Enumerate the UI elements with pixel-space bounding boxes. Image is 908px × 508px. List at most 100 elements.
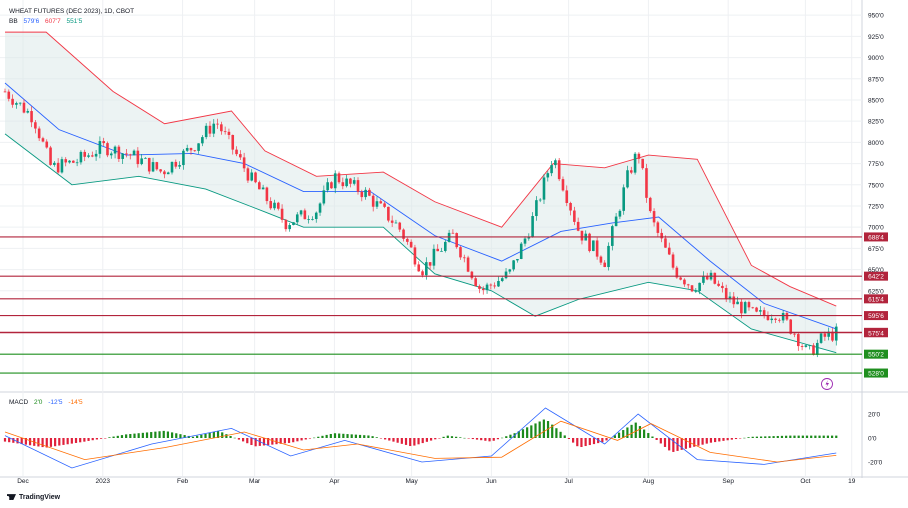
macd-histogram-bar (484, 438, 487, 441)
candle-body (292, 222, 295, 226)
time-tick-label: Sep (722, 478, 734, 485)
level-badge (864, 349, 888, 359)
candle-body (53, 162, 56, 165)
candle-body (193, 150, 197, 152)
candle-body (56, 162, 60, 173)
candle-body (713, 272, 717, 284)
macd-histogram-bar (237, 438, 241, 440)
macd-histogram-bar (592, 438, 596, 445)
candle-body (504, 271, 508, 279)
macd-line (4, 407, 837, 469)
macd-histogram-bar (434, 438, 437, 440)
candle-body (402, 229, 405, 239)
candle-body (637, 153, 641, 159)
candle-body (622, 187, 626, 211)
candle-body (629, 170, 633, 173)
candle-body (667, 247, 671, 255)
macd-histogram-bar (79, 438, 82, 443)
macd-histogram-bar (450, 436, 454, 438)
macd-histogram-bar (12, 438, 15, 443)
symbol-legend[interactable]: WHEAT FUTURES (DEC 2023), 1D, CBOT (9, 7, 138, 16)
price-tick-label: 775'0 (868, 161, 884, 168)
candle-body (330, 182, 333, 189)
candle-body (531, 216, 534, 238)
macd-histogram-bar (400, 438, 403, 444)
candle-body (793, 333, 796, 335)
candle-body (698, 282, 701, 291)
macd-histogram-bar (396, 438, 399, 443)
candle-body (314, 212, 318, 220)
macd-tick-label: 0'0 (868, 436, 877, 443)
candle-body (633, 153, 637, 173)
candle-body (121, 153, 124, 159)
level-badge (864, 271, 888, 281)
candle-body (87, 155, 90, 157)
macd-histogram-bar (651, 436, 654, 438)
candle-body (645, 168, 648, 198)
level-badge (864, 368, 888, 378)
flash-icon-ring (821, 378, 833, 390)
macd-histogram-bar (225, 434, 228, 438)
macd-line-value: -12'5 (48, 399, 63, 406)
macd-histogram-bar (588, 438, 591, 446)
macd-histogram-bar (296, 438, 299, 442)
candle-body (770, 318, 774, 321)
macd-histogram-bar (546, 421, 550, 438)
price-tick-label: 875'0 (868, 76, 884, 83)
macd-histogram-bar (517, 431, 520, 438)
macd-histogram-bar (496, 438, 500, 440)
macd-histogram-bar (196, 435, 199, 438)
macd-histogram-bar (726, 438, 729, 441)
candle-body (349, 178, 352, 184)
candle-body (49, 147, 52, 165)
tradingview-logo[interactable]: TradingView (7, 494, 60, 501)
macd-histogram-bar (534, 423, 537, 438)
candle-body (269, 201, 273, 209)
candle-body (368, 189, 371, 196)
macd-histogram-bar (283, 438, 286, 444)
candle-body (295, 214, 299, 223)
macd-histogram-bar (797, 435, 800, 438)
candle-body (307, 219, 310, 220)
time-tick-label: 19 (848, 478, 856, 485)
macd-histogram-bar (112, 436, 115, 438)
candle-body (352, 180, 356, 184)
candle-body (648, 197, 652, 212)
candle-body (459, 247, 462, 258)
candle-body (37, 128, 41, 139)
candle-body (425, 262, 428, 276)
candle-body (815, 342, 819, 355)
time-tick-label: Mar (249, 478, 261, 485)
macd-legend[interactable]: MACD 2'0 -12'5 -14'5 (9, 398, 87, 407)
candle-body (804, 345, 808, 347)
macd-histogram-bar (371, 436, 374, 438)
candle-body (375, 201, 379, 207)
macd-histogram-bar (338, 433, 341, 438)
candle-body (538, 199, 542, 201)
candle-body (592, 240, 595, 252)
bb-legend[interactable]: BB 579'6 607'7 551'5 (9, 17, 86, 26)
macd-histogram-bar (191, 436, 195, 438)
candle-body (265, 187, 269, 202)
macd-histogram-bar (488, 438, 491, 442)
candle-body (785, 312, 789, 320)
candle-body (337, 173, 341, 183)
bb-lower-line (4, 133, 837, 354)
candle-body (390, 220, 394, 223)
macd-histogram-bar (555, 428, 558, 438)
macd-histogram-bar (567, 438, 571, 440)
macd-histogram-bar (714, 438, 717, 443)
candle-body (22, 102, 26, 113)
macd-histogram-bar (246, 438, 249, 444)
macd-histogram-bar (116, 435, 119, 438)
candle-body (216, 123, 219, 125)
bb-basis-value: 579'6 (23, 18, 40, 25)
macd-histogram-bar (647, 433, 650, 438)
macd-histogram-bar (605, 438, 608, 441)
macd-histogram-bar (99, 438, 103, 439)
candle-body (220, 124, 223, 132)
macd-histogram-bar (467, 438, 470, 439)
macd-histogram-bar (734, 438, 738, 440)
candle-body (778, 319, 781, 321)
